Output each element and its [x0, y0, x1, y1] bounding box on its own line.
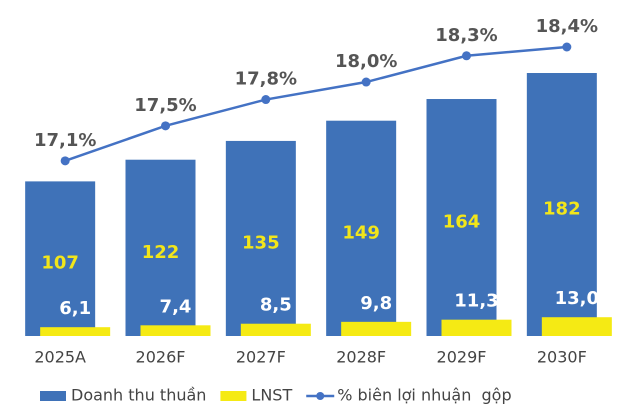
- line: [64, 45, 567, 163]
- value-label: 122: [142, 242, 180, 263]
- bar: [225, 140, 296, 336]
- value-label: 8,5: [260, 295, 292, 316]
- value-label: 18,4%: [536, 16, 598, 37]
- value-label: 11,3: [454, 291, 498, 312]
- line-point: [562, 42, 572, 52]
- bar: [40, 327, 111, 336]
- value-label: 7,4: [160, 296, 192, 317]
- line-point: [60, 156, 70, 166]
- legend-label: Doanh thu thuần: [71, 386, 206, 405]
- x-tick-label: 2025A: [34, 348, 86, 367]
- value-label: 164: [443, 212, 481, 233]
- value-label: 18,0%: [335, 51, 397, 72]
- x-tick-label: 2030F: [537, 348, 587, 367]
- line-point: [261, 95, 271, 105]
- value-label: 182: [543, 199, 581, 220]
- value-label: 18,3%: [435, 25, 497, 46]
- x-tick-label: 2027F: [236, 348, 286, 367]
- line-point: [462, 51, 471, 61]
- bar: [125, 159, 196, 336]
- x-tick-label: 2026F: [136, 348, 186, 367]
- legend-swatch: [220, 391, 247, 401]
- legend-swatch: [316, 392, 325, 400]
- value-label: 149: [342, 222, 380, 243]
- value-label: 9,8: [360, 293, 392, 314]
- line-point: [161, 121, 170, 131]
- bar: [441, 319, 512, 336]
- value-label: 17,1%: [34, 130, 96, 151]
- value-label: 17,8%: [235, 69, 297, 90]
- value-label: 6,1: [59, 298, 91, 319]
- bar: [341, 321, 412, 336]
- bar: [25, 181, 96, 336]
- value-label: 13,0: [555, 288, 599, 309]
- x-tick-label: 2029F: [437, 348, 487, 367]
- bar: [526, 73, 597, 336]
- bar: [140, 325, 211, 336]
- value-label: 135: [242, 232, 280, 253]
- bar: [326, 120, 397, 336]
- bar: [541, 317, 612, 336]
- legend-label: % biên lợi nhuận gộp: [337, 386, 511, 405]
- bar: [426, 99, 497, 337]
- bar: [240, 323, 311, 336]
- legend-label: LNST: [251, 386, 292, 405]
- value-label: 107: [41, 253, 79, 274]
- line-point: [361, 77, 371, 87]
- legend-swatch: [40, 391, 66, 401]
- x-tick-label: 2028F: [336, 348, 386, 367]
- value-label: 17,5%: [134, 95, 196, 116]
